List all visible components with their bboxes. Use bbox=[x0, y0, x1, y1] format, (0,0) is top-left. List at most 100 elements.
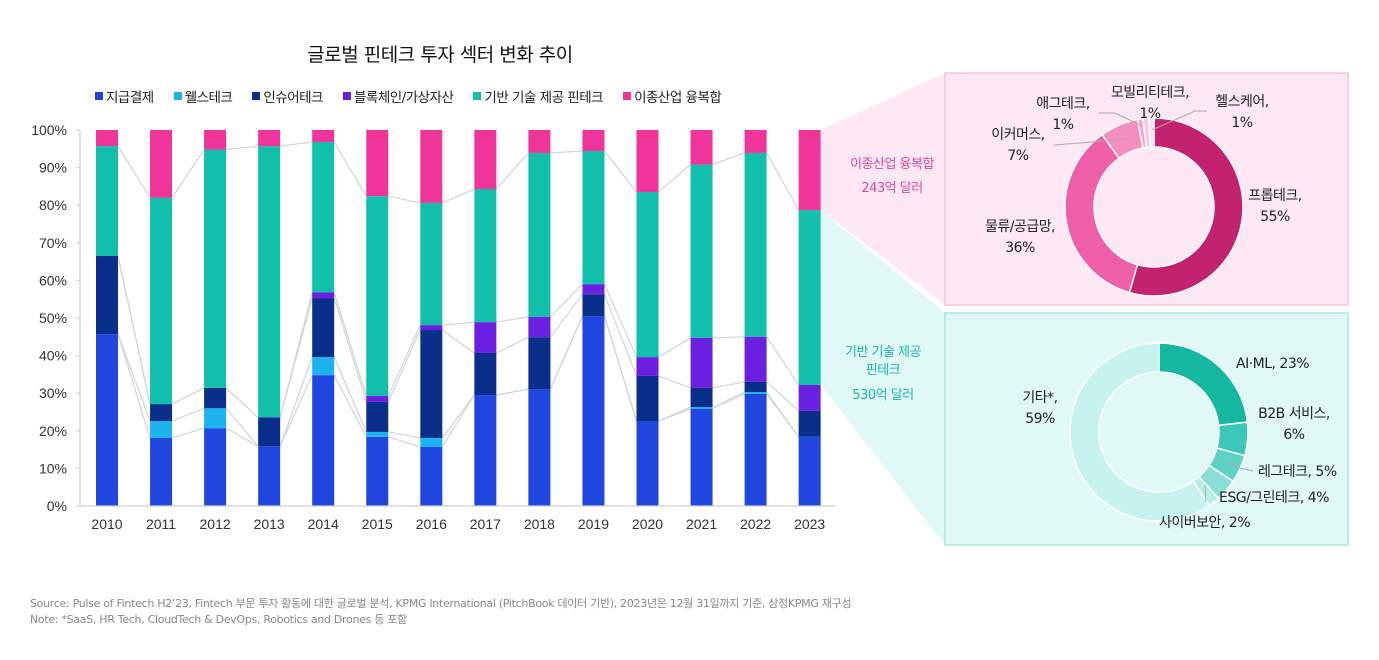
bar-segment bbox=[798, 384, 821, 411]
connector-line bbox=[603, 150, 637, 193]
connector-line bbox=[333, 374, 367, 438]
connector-line bbox=[549, 283, 583, 318]
connector-line bbox=[279, 292, 313, 418]
bar-segment bbox=[420, 437, 443, 447]
connector-line bbox=[279, 356, 313, 447]
leader-line-healthcare bbox=[1151, 110, 1207, 131]
donut-value-b2b: 6% bbox=[1283, 427, 1304, 443]
infra-donut bbox=[1069, 342, 1249, 522]
connector-line bbox=[658, 164, 691, 193]
x-tick-label: 2023 bbox=[794, 516, 825, 532]
legend-label: 블록체인/가상자산 bbox=[353, 90, 454, 106]
y-tick-label: 30% bbox=[39, 385, 67, 401]
bar-segment bbox=[528, 337, 551, 390]
bar-segment bbox=[528, 130, 551, 153]
legend-item-blockchain: 블록체인/가상자산 bbox=[342, 86, 454, 106]
connector-line bbox=[117, 255, 151, 405]
donut-label-cyber: 사이버보안, 2% bbox=[1159, 515, 1250, 531]
connector-line bbox=[225, 427, 259, 447]
bar-segment bbox=[474, 395, 497, 506]
connector-line bbox=[766, 152, 800, 211]
bar-segment bbox=[420, 202, 443, 326]
chart-title: 글로벌 핀테크 투자 섹터 변화 추이 bbox=[307, 44, 573, 66]
bar-segment bbox=[366, 436, 389, 506]
y-tick-label: 90% bbox=[39, 160, 67, 176]
bar-segment bbox=[690, 407, 713, 409]
y-tick-labels: 0% 10% 20% 30% 40% 50% 60% 70% 80% 90% 100% bbox=[31, 122, 80, 514]
legend-label: 기반 기술 제공 핀테크 bbox=[484, 90, 604, 106]
bar-segment bbox=[96, 255, 118, 335]
donut-label-logistics: 물류/공급망, bbox=[985, 219, 1055, 235]
bar-segment bbox=[528, 389, 551, 506]
connector-line bbox=[333, 292, 367, 397]
connector-line bbox=[387, 324, 421, 397]
bar-segment bbox=[690, 408, 713, 506]
connector-line bbox=[712, 152, 745, 166]
connector-line bbox=[117, 333, 151, 422]
connector-line bbox=[496, 336, 529, 354]
connector-line bbox=[603, 315, 638, 422]
bar-segment bbox=[636, 375, 659, 422]
connector-line bbox=[603, 294, 638, 377]
bar-segment bbox=[312, 357, 335, 376]
donut-label-b2b: B2B 서비스, bbox=[1258, 406, 1330, 422]
bar-segment bbox=[420, 130, 443, 203]
x-tick-label: 2013 bbox=[254, 516, 285, 532]
connector-line bbox=[603, 283, 638, 358]
connector-line bbox=[712, 336, 745, 339]
y-tick-label: 100% bbox=[31, 122, 67, 138]
bar-segment bbox=[366, 401, 389, 432]
bar-segment bbox=[366, 431, 389, 437]
connector-line bbox=[117, 333, 151, 439]
bar-segment bbox=[420, 446, 443, 506]
infra-callout-shape bbox=[820, 210, 945, 545]
bar-segment bbox=[798, 210, 821, 385]
leader-line-agtech bbox=[1099, 112, 1143, 127]
infra-callout-title-2: 핀테크 bbox=[866, 363, 901, 378]
donut-slice bbox=[1128, 117, 1244, 297]
connector-line bbox=[441, 394, 475, 448]
donut-label-healthcare: 헬스케어, bbox=[1215, 94, 1269, 110]
x-tick-label: 2022 bbox=[740, 516, 771, 532]
donut-slice bbox=[1147, 117, 1155, 148]
legend-item-convergence: 이종산업 융복합 bbox=[623, 86, 722, 106]
connector-line bbox=[712, 381, 745, 389]
connector-line bbox=[226, 145, 259, 151]
connector-line bbox=[712, 391, 745, 408]
bar-segment bbox=[582, 284, 605, 295]
bar-segment bbox=[798, 410, 821, 437]
connector-line bbox=[550, 150, 583, 154]
footnote: Note: *SaaS, HR Tech, CloudTech & DevOps… bbox=[30, 613, 407, 626]
bar-segment bbox=[744, 152, 767, 337]
connector-line bbox=[280, 141, 313, 147]
donut-value-proptech: 55% bbox=[1260, 209, 1290, 225]
bar-segment bbox=[366, 196, 389, 396]
connector-line bbox=[171, 407, 205, 422]
connector-line bbox=[171, 149, 205, 199]
connector-line bbox=[766, 381, 800, 412]
donut-value-healthcare: 1% bbox=[1231, 115, 1252, 131]
bar-segment bbox=[636, 357, 659, 376]
connector-line bbox=[387, 329, 421, 403]
infra-callout-amount: 530억 달러 bbox=[852, 388, 913, 403]
connector-line bbox=[549, 293, 583, 338]
pink-leader-lines bbox=[1053, 110, 1207, 146]
y-tick-label: 40% bbox=[39, 348, 67, 364]
bar-segment bbox=[636, 421, 659, 506]
y-tick-label: 20% bbox=[39, 423, 67, 439]
bar-segment bbox=[582, 130, 605, 152]
connector-line bbox=[442, 188, 475, 204]
donut-label-ecommerce: 이커머스, bbox=[991, 127, 1045, 143]
bar-segment bbox=[204, 149, 227, 388]
y-tick-label: 60% bbox=[39, 272, 67, 288]
bar-segment bbox=[744, 393, 767, 506]
x-tick-label: 2010 bbox=[91, 516, 122, 532]
bar-segment bbox=[420, 330, 443, 438]
bar-segment bbox=[582, 294, 605, 317]
bar-segment bbox=[528, 316, 551, 338]
bar-segment bbox=[582, 151, 605, 285]
bar-segment bbox=[96, 146, 118, 256]
connector-line bbox=[171, 387, 205, 405]
legend-item-wealthtech: 웰스테크 bbox=[173, 86, 233, 106]
y-tick-label: 70% bbox=[39, 235, 67, 251]
